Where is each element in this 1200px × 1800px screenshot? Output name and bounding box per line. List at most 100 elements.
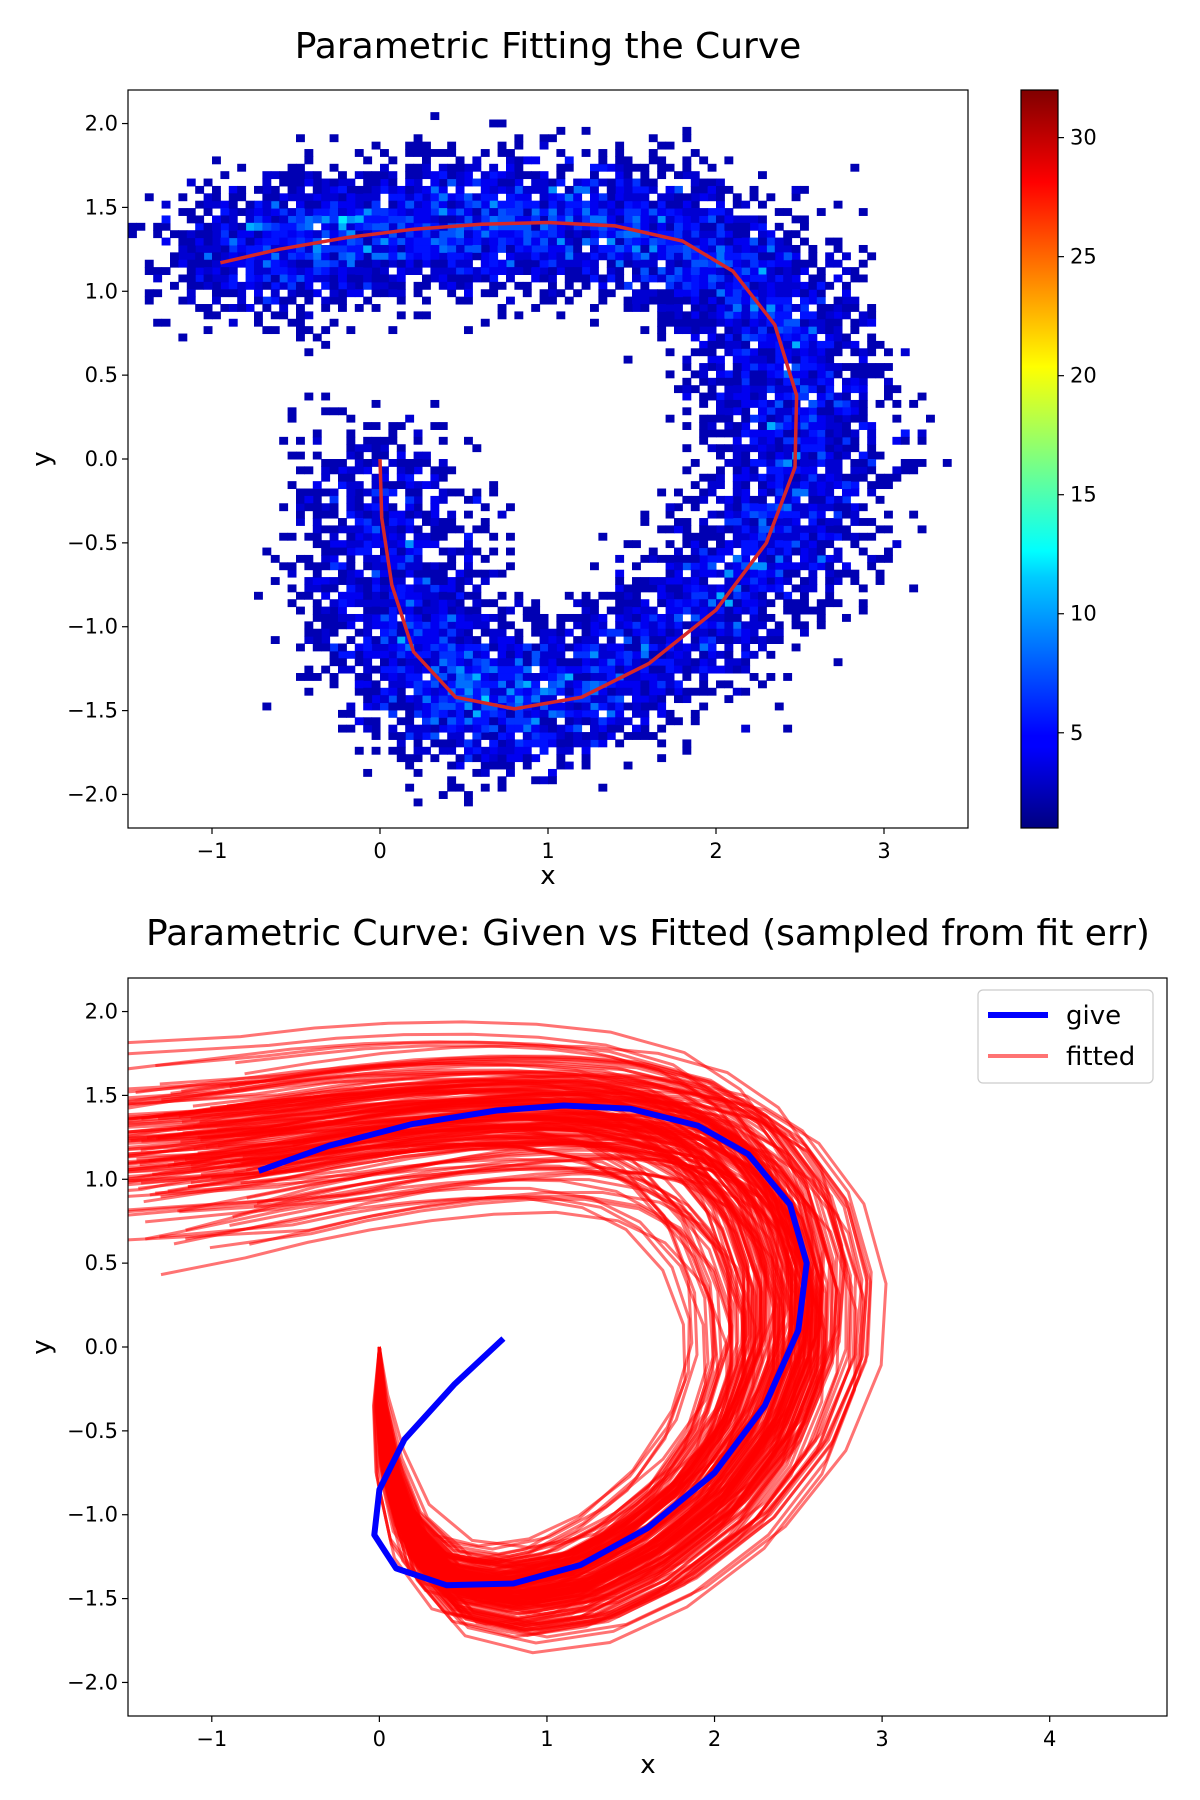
heatmap-cell — [212, 237, 221, 246]
heatmap-cell — [858, 311, 868, 320]
heatmap-cell — [380, 267, 389, 275]
heatmap-cell — [833, 547, 843, 556]
heatmap-cell — [388, 193, 398, 202]
heatmap-cell — [564, 200, 574, 209]
heatmap-cell — [732, 518, 742, 526]
heatmap-cell — [447, 606, 457, 615]
heatmap-cell — [514, 695, 524, 704]
heatmap-cell — [380, 163, 389, 172]
heatmap-cell — [472, 709, 482, 718]
heatmap-cell — [732, 385, 742, 394]
heatmap-cell — [758, 606, 767, 615]
heatmap-cell — [791, 185, 801, 194]
heatmap-cell — [816, 481, 826, 490]
heatmap-cell — [850, 444, 860, 453]
heatmap-cell — [825, 429, 835, 438]
heatmap-cell — [850, 436, 860, 445]
heatmap-cell — [640, 673, 650, 681]
heatmap-cell — [682, 200, 692, 209]
heatmap-cell — [842, 407, 851, 416]
heatmap-cell — [287, 171, 297, 180]
heatmap-cell — [430, 606, 440, 615]
heatmap-cell — [564, 185, 574, 194]
heatmap-cell — [321, 185, 331, 194]
heatmap-cell — [262, 200, 272, 209]
heatmap-cell — [657, 584, 667, 593]
heatmap-cell — [581, 613, 591, 622]
heatmap-cell — [270, 252, 280, 261]
heatmap-cell — [405, 518, 415, 526]
heatmap-cell — [413, 510, 423, 519]
heatmap-cell — [917, 459, 927, 467]
heatmap-cell — [531, 717, 541, 726]
heatmap-cell — [220, 281, 230, 290]
heatmap-cell — [270, 230, 280, 239]
heatmap-cell — [833, 333, 843, 342]
heatmap-cell — [657, 525, 667, 534]
heatmap-cell — [438, 200, 448, 209]
heatmap-cell — [640, 687, 650, 696]
heatmap-cell — [632, 259, 641, 268]
heatmap-cell — [464, 628, 473, 637]
heatmap-cell — [338, 459, 347, 467]
heatmap-cell — [581, 739, 591, 748]
heatmap-cell — [724, 599, 734, 608]
heatmap-cell — [312, 673, 322, 681]
heatmap-cell — [548, 274, 557, 283]
heatmap-cell — [732, 658, 742, 667]
heatmap-cell — [800, 466, 809, 475]
heatmap-cell — [581, 237, 591, 246]
heatmap-cell — [220, 200, 230, 209]
heatmap-cell — [758, 643, 767, 652]
heatmap-cell — [354, 687, 364, 696]
heatmap-cell — [329, 577, 339, 585]
heatmap-cell — [329, 215, 339, 224]
heatmap-cell — [153, 289, 163, 298]
heatmap-cell — [867, 252, 877, 261]
heatmap-cell — [304, 274, 314, 283]
heatmap-cell — [354, 149, 364, 157]
heatmap-cell — [438, 532, 448, 541]
heatmap-cell — [749, 326, 759, 335]
heatmap-cell — [455, 259, 465, 268]
heatmap-cell — [707, 628, 717, 637]
heatmap-cell — [346, 444, 356, 453]
heatmap-cell — [514, 724, 524, 733]
heatmap-cell — [766, 304, 776, 312]
heatmap-cell — [842, 311, 851, 320]
heatmap-cell — [707, 296, 717, 305]
heatmap-cell — [657, 577, 667, 585]
heatmap-cell — [338, 577, 347, 585]
heatmap-cell — [472, 237, 482, 246]
heatmap-cell — [556, 636, 566, 644]
heatmap-cell — [732, 318, 742, 327]
heatmap-cell — [665, 163, 675, 172]
heatmap-cell — [371, 444, 381, 453]
heatmap-cell — [632, 163, 641, 172]
heatmap-cell — [556, 732, 566, 740]
heatmap-cell — [413, 134, 423, 143]
heatmap-cell — [808, 532, 818, 541]
heatmap-cell — [296, 200, 305, 209]
heatmap-cell — [716, 296, 725, 305]
heatmap-cell — [447, 244, 457, 253]
heatmap-cell — [640, 599, 650, 608]
heatmap-cell — [312, 436, 322, 445]
heatmap-cell — [346, 237, 356, 246]
heatmap-cell — [321, 252, 331, 261]
heatmap-cell — [245, 222, 255, 231]
heatmap-cell — [396, 444, 406, 453]
heatmap-cell — [447, 237, 457, 246]
heatmap-cell — [590, 650, 599, 659]
heatmap-cell — [522, 695, 532, 704]
heatmap-cell — [690, 274, 700, 283]
heatmap-cell — [774, 407, 784, 416]
heatmap-cell — [741, 606, 751, 615]
heatmap-cell — [531, 650, 541, 659]
heatmap-cell — [783, 503, 793, 512]
heatmap-cell — [766, 436, 776, 445]
heatmap-cell — [674, 185, 683, 194]
heatmap-cell — [506, 237, 515, 246]
heatmap-cell — [564, 687, 574, 696]
heatmap-cell — [825, 481, 835, 490]
